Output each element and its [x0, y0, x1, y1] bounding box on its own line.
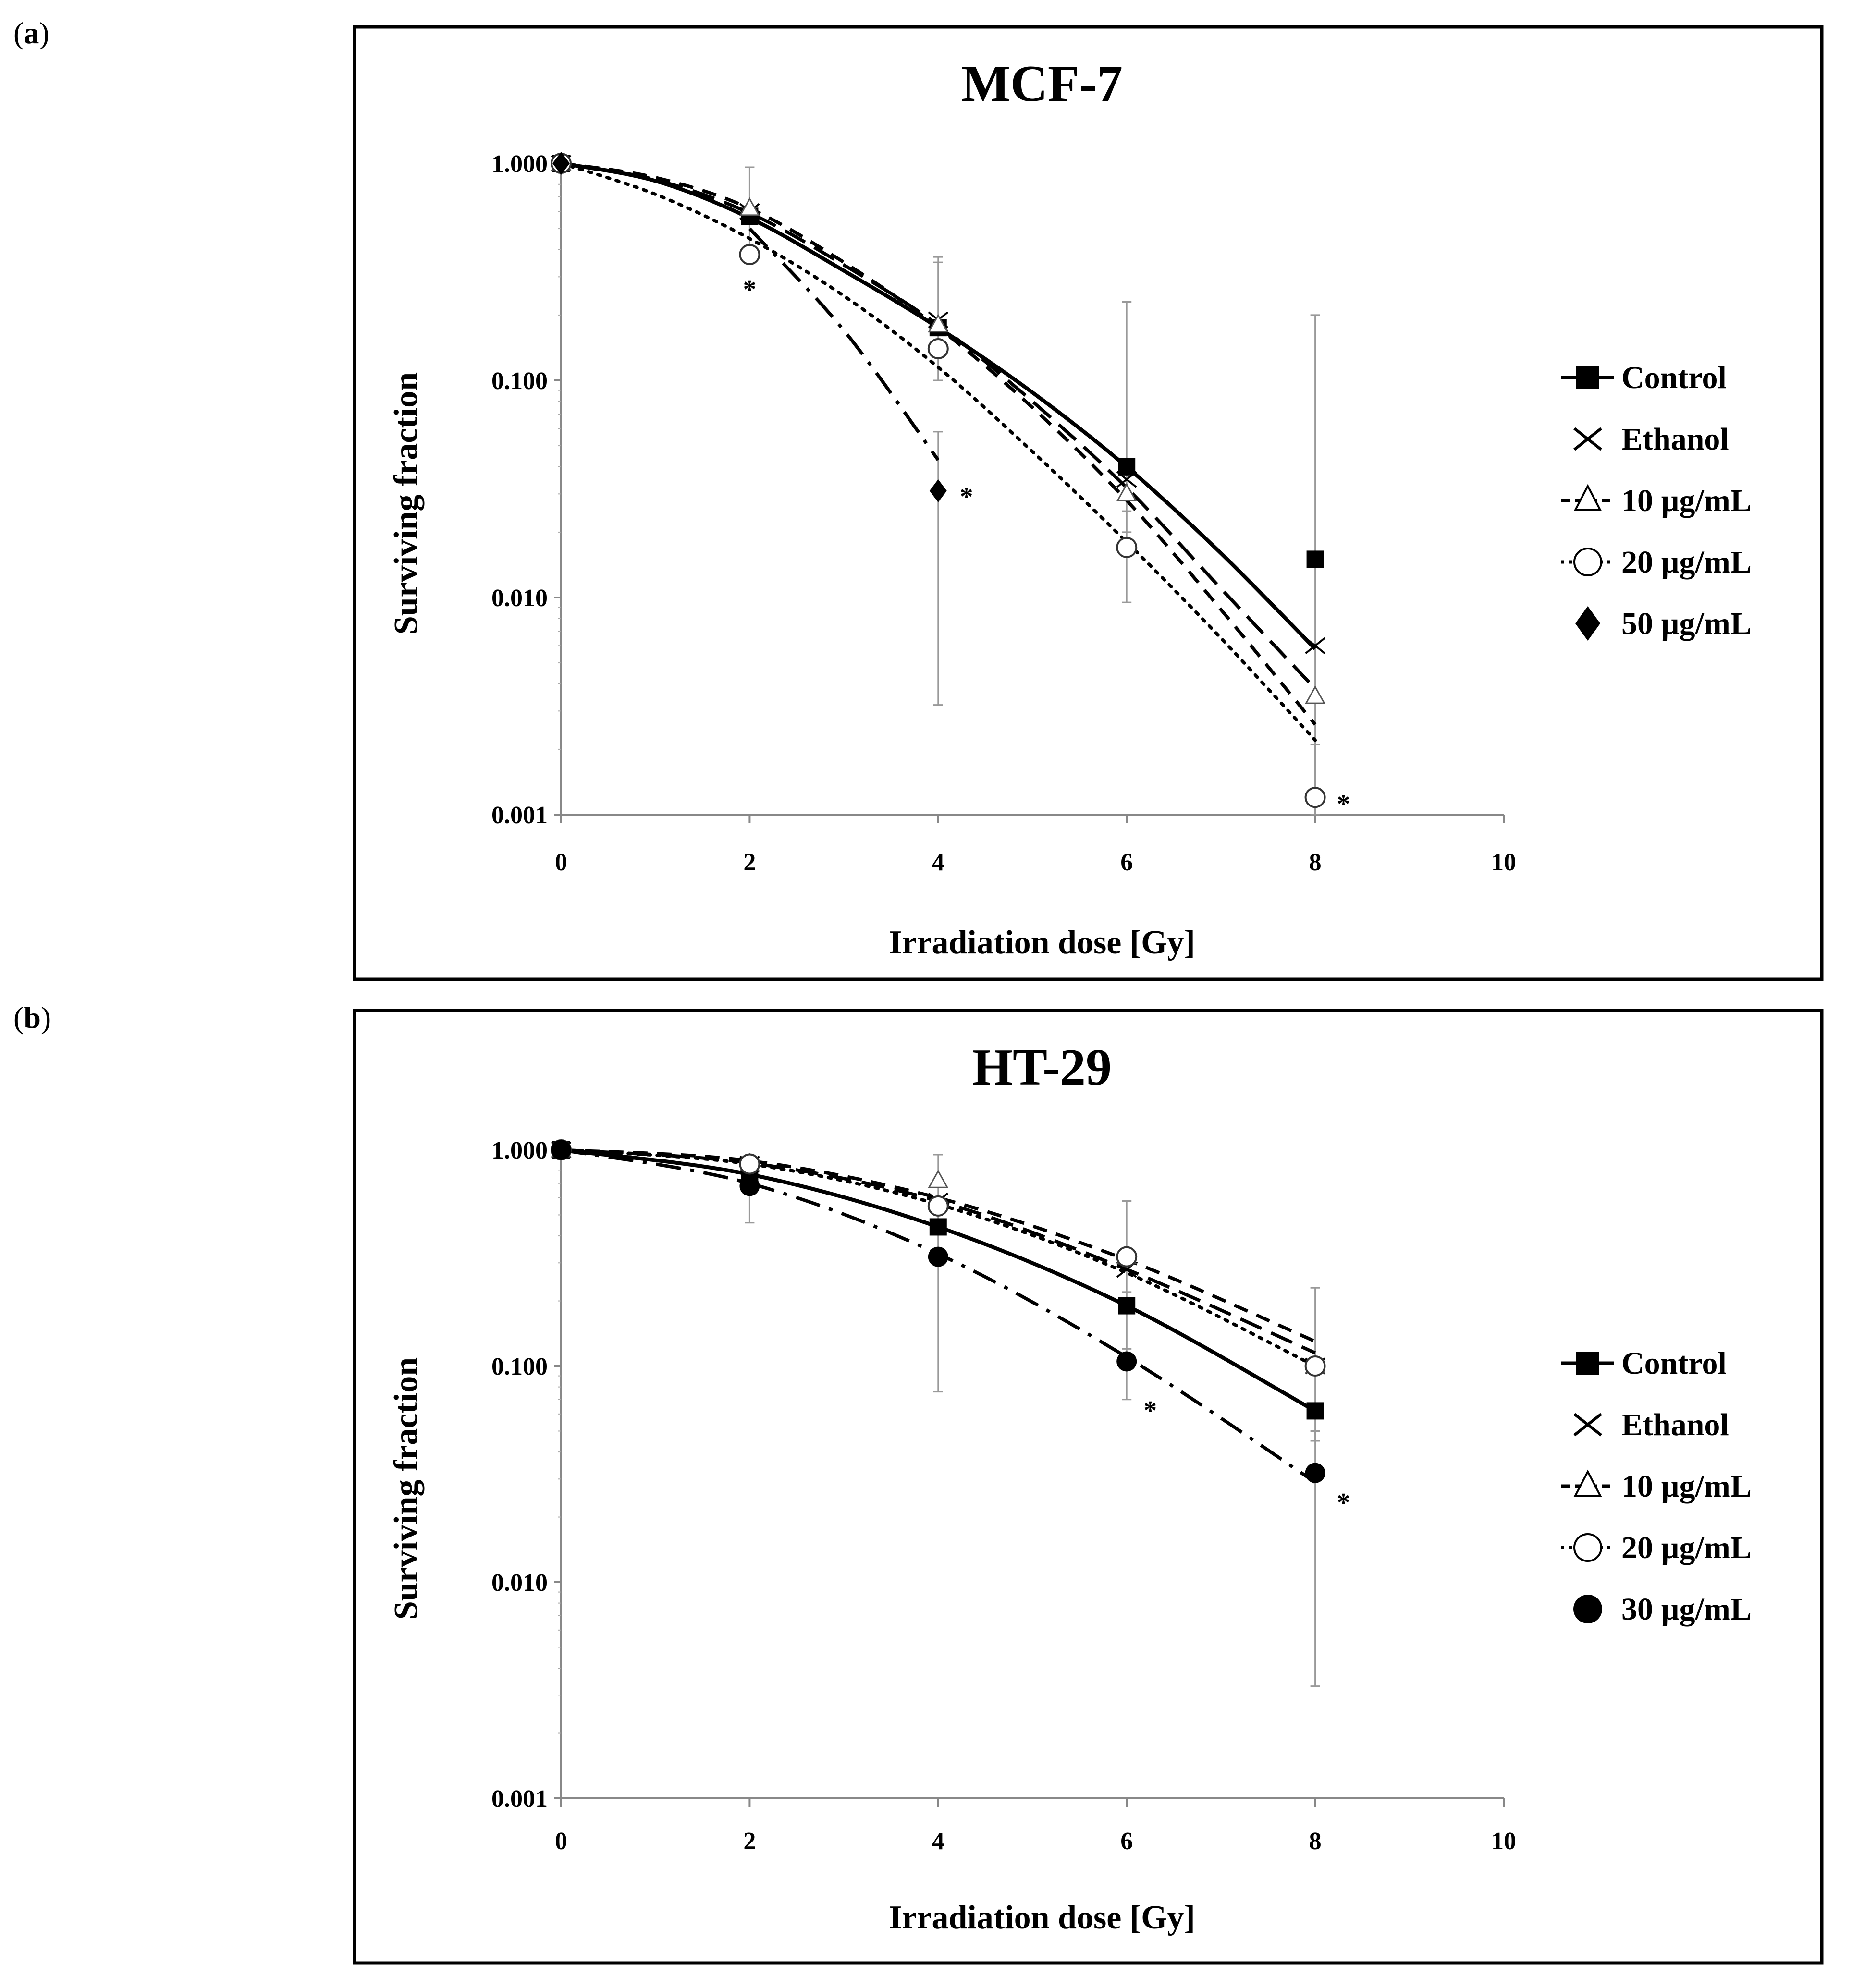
legend-label: Ethanol [1621, 422, 1729, 457]
legend-marker-circle-open [1573, 548, 1602, 576]
legend-marker-circle-open [1573, 1533, 1602, 1562]
y-axis-label: Surviving fraction [388, 1357, 425, 1620]
data-point-square [1306, 1402, 1324, 1420]
legend-marker-x [1573, 427, 1602, 451]
data-point-circle-open [927, 338, 949, 359]
fit-line-20-g-ml [559, 1148, 1317, 1368]
fit-line-ethanol [561, 161, 1317, 690]
legend-label: 10 µg/mL [1621, 483, 1752, 518]
y-tick-label: 0.100 [491, 367, 548, 395]
x-tick-label: 8 [1309, 849, 1322, 876]
legend-label: Control [1621, 360, 1727, 395]
y-axis-label: Surviving fraction [388, 372, 425, 634]
legend-label: 50 µg/mL [1621, 606, 1752, 641]
y-tick-label: 1.000 [491, 1137, 548, 1164]
y-tick-label: 1.000 [491, 150, 548, 178]
data-point-square [1118, 458, 1136, 476]
x-axis-label: Irradiation dose [Gy] [889, 924, 1195, 961]
x-tick-label: 0 [555, 849, 567, 876]
y-tick-label: 0.001 [491, 1785, 548, 1813]
legend-label: 20 µg/mL [1621, 1530, 1752, 1565]
legend-marker-x [1573, 1413, 1602, 1437]
data-point-circle-open [1116, 1246, 1138, 1268]
y-tick-label: 0.100 [491, 1353, 548, 1380]
legend-label: Ethanol [1621, 1407, 1729, 1442]
data-point-x [1305, 637, 1325, 654]
data-point-circle-filled [1305, 1463, 1325, 1483]
x-tick-label: 0 [555, 1828, 567, 1855]
x-tick-label: 2 [743, 1828, 756, 1855]
data-point-square [1306, 550, 1324, 568]
data-point-circle-open [739, 244, 760, 265]
legend-label: 20 µg/mL [1621, 545, 1752, 580]
data-point-circle-open [739, 1153, 760, 1175]
data-point-circle-open [1304, 1355, 1326, 1377]
x-tick-label: 4 [932, 849, 944, 876]
chart-mcf7: MCF-7 1.000 0.100 0.010 0.001 0 2 4 6 8 10 Irradiat… [353, 25, 1824, 981]
data-point-triangle [1116, 483, 1137, 501]
data-point-circle-filled [928, 1246, 948, 1267]
data-point-circle-open [927, 1195, 949, 1217]
significance-marker: * [1143, 1396, 1157, 1426]
fit-line-20-g-ml [559, 161, 1317, 742]
data-point-circle-filled [551, 1140, 571, 1160]
chart-ht29: HT-29 1.000 0.100 0.010 0.001 0 2 4 6 8 10 Irradiat… [353, 1009, 1824, 1965]
significance-marker: * [743, 275, 756, 305]
fit-line-10-g-ml [561, 161, 1317, 726]
legend-label: Control [1621, 1346, 1727, 1381]
legend-marker-triangle [1573, 484, 1602, 511]
significance-marker: * [1337, 1488, 1350, 1518]
data-point-circle-filled [1116, 1351, 1137, 1372]
data-point-square [1118, 1297, 1136, 1315]
data-point-triangle [928, 1170, 949, 1188]
x-tick-label: 6 [1120, 1828, 1133, 1855]
x-tick-label: 10 [1491, 849, 1516, 876]
data-point-triangle [1305, 685, 1326, 704]
significance-marker: * [1337, 790, 1350, 819]
x-axis-label: Irradiation dose [Gy] [889, 1899, 1195, 1936]
chart-frame [353, 1009, 1824, 1965]
panel-label-b: (b) [13, 1000, 51, 1035]
y-tick-label: 0.010 [491, 585, 548, 612]
x-tick-label: 2 [743, 849, 756, 876]
legend-label: 30 µg/mL [1621, 1592, 1752, 1627]
chart-frame [353, 25, 1824, 981]
legend-marker-diamond [1575, 606, 1600, 641]
data-point-triangle [928, 314, 949, 333]
data-point-diamond [552, 152, 570, 175]
data-point-circle-open [1116, 537, 1138, 558]
chart-title: HT-29 [972, 1039, 1112, 1096]
data-point-circle-open [1304, 787, 1326, 808]
y-tick-label: 0.001 [491, 802, 548, 829]
y-tick-label: 0.010 [491, 1569, 548, 1597]
fit-line-50-g-ml [748, 227, 940, 461]
legend-marker-square [1576, 1352, 1599, 1375]
panel-label-a: (a) [13, 16, 49, 50]
legend-marker-square [1576, 366, 1599, 389]
data-point-circle-filled [739, 1176, 760, 1196]
x-tick-label: 6 [1120, 849, 1133, 876]
data-point-diamond [929, 479, 947, 502]
legend-label: 10 µg/mL [1621, 1469, 1752, 1504]
x-tick-label: 8 [1309, 1828, 1322, 1855]
chart-title: MCF-7 [961, 55, 1123, 112]
data-point-x [1116, 471, 1137, 488]
data-point-triangle [739, 197, 760, 216]
data-point-square [929, 1218, 947, 1236]
legend-marker-triangle [1573, 1469, 1602, 1497]
significance-marker: * [960, 482, 973, 512]
x-tick-label: 4 [932, 1828, 944, 1855]
legend-marker-circle-filled [1573, 1595, 1602, 1623]
x-tick-label: 10 [1491, 1828, 1516, 1855]
fit-line-10-g-ml [561, 1148, 1316, 1343]
